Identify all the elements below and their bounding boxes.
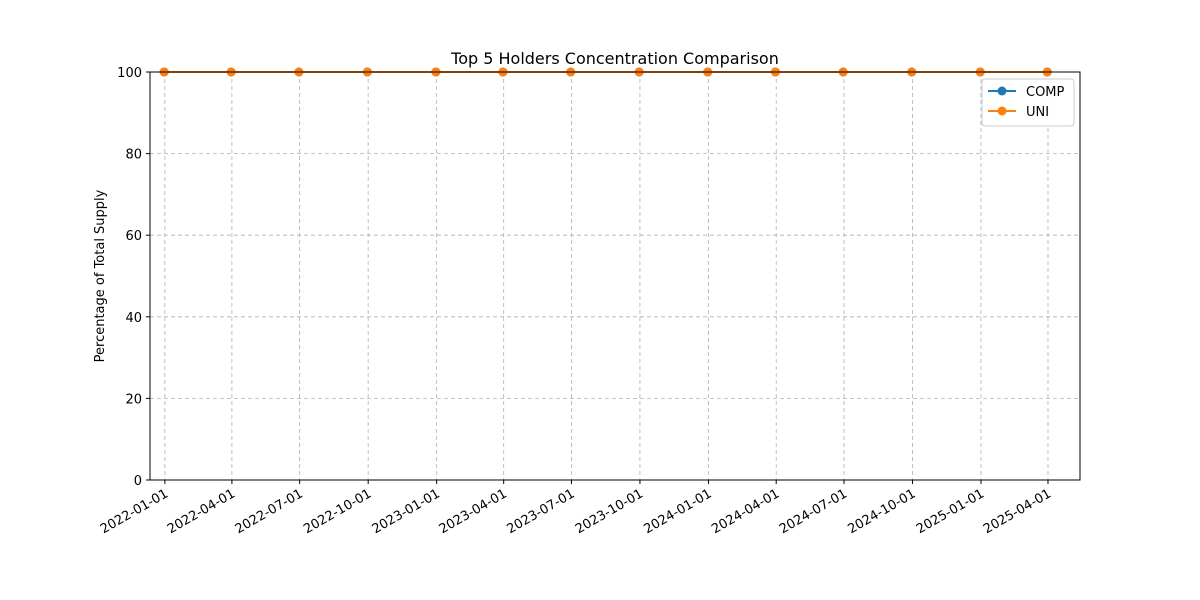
plot-frame [149, 71, 1081, 481]
x-tick-label: 2023-01-01 [370, 486, 443, 537]
x-tick-label: 2022-07-01 [233, 486, 306, 537]
y-tick-label: 40 [125, 311, 142, 326]
gridlines [150, 71, 1080, 481]
x-tick-label: 2024-10-01 [846, 486, 919, 537]
x-tick-label: 2023-07-01 [505, 486, 578, 537]
x-tick-label: 2022-10-01 [301, 486, 374, 537]
y-axis-ticks: 0 20 40 60 80 100 [117, 66, 150, 489]
legend: COMP UNI [981, 78, 1075, 127]
y-axis-label: Percentage of Total Supply [93, 189, 108, 362]
legend-swatch-marker [997, 86, 1007, 96]
y-tick-label: 0 [134, 474, 142, 489]
legend-label-comp: COMP [1026, 85, 1065, 100]
y-tick-label: 20 [125, 392, 142, 407]
legend-swatch-marker [997, 106, 1007, 116]
x-tick-label: 2024-04-01 [709, 486, 782, 537]
x-tick-label: 2024-07-01 [777, 486, 850, 537]
y-tick-label: 100 [117, 66, 142, 81]
x-tick-label: 2022-04-01 [165, 486, 238, 537]
legend-label-uni: UNI [1026, 105, 1049, 120]
y-tick-label: 60 [125, 229, 142, 244]
x-tick-label: 2023-10-01 [573, 486, 646, 537]
x-axis-ticks: 2022-01-012022-04-012022-07-012022-10-01… [98, 480, 1054, 537]
x-tick-label: 2025-01-01 [914, 486, 987, 537]
chart-title: Top 5 Holders Concentration Comparison [450, 49, 779, 68]
x-tick-label: 2023-04-01 [437, 486, 510, 537]
x-tick-label: 2025-04-01 [981, 486, 1054, 537]
x-tick-label: 2022-01-01 [98, 486, 171, 537]
y-tick-label: 80 [125, 148, 142, 163]
x-tick-label: 2024-01-01 [642, 486, 715, 537]
